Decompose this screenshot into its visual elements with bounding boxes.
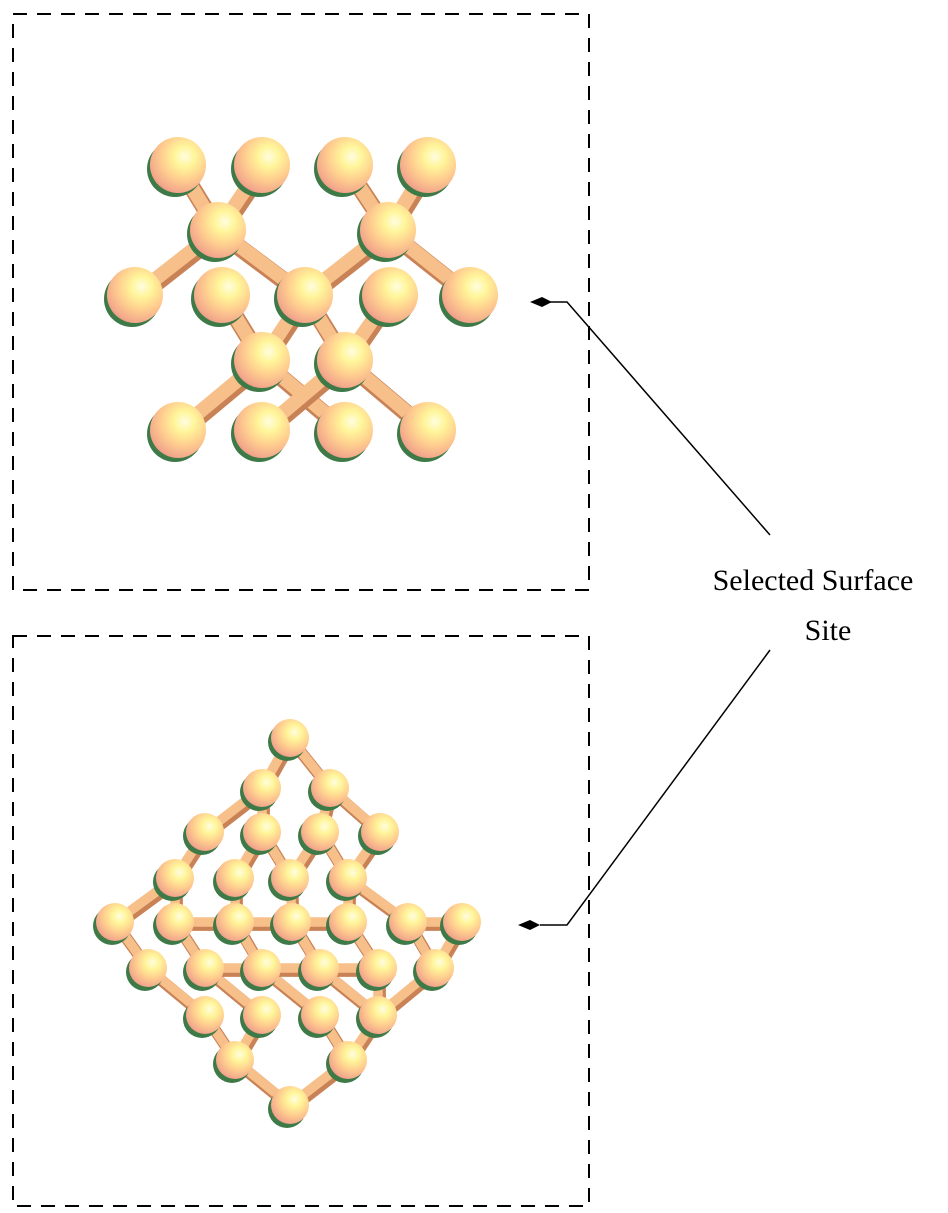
atom	[359, 996, 397, 1034]
arrowhead-top	[530, 297, 552, 307]
atom	[359, 949, 397, 987]
top-panel-frame	[12, 13, 590, 591]
atom	[156, 903, 194, 941]
leader-line-top	[540, 301, 771, 536]
atom	[443, 903, 481, 941]
atom	[442, 267, 498, 323]
atom	[216, 1041, 254, 1079]
atom	[216, 859, 254, 897]
atom	[234, 137, 290, 193]
atom	[186, 949, 224, 987]
atom	[271, 859, 309, 897]
atom	[243, 949, 281, 987]
atom	[362, 267, 418, 323]
atom	[360, 202, 416, 258]
atom	[107, 267, 163, 323]
atom	[243, 996, 281, 1034]
atom	[389, 903, 427, 941]
atom	[186, 996, 224, 1034]
atom	[329, 1041, 367, 1079]
atom	[96, 903, 134, 941]
atom	[277, 267, 333, 323]
atom	[271, 719, 309, 757]
atom	[150, 137, 206, 193]
selected-site-label-line2: Site	[805, 614, 852, 647]
atom	[361, 813, 399, 851]
atom	[329, 859, 367, 897]
atom	[129, 949, 167, 987]
atom	[416, 949, 454, 987]
atom	[216, 903, 254, 941]
atom	[317, 332, 373, 388]
atom	[156, 859, 194, 897]
bottom-crystal-structure	[93, 719, 481, 1128]
atom	[150, 402, 206, 458]
atom	[194, 267, 250, 323]
atom	[243, 769, 281, 807]
atom	[301, 813, 339, 851]
atom	[400, 402, 456, 458]
atom	[329, 903, 367, 941]
atom	[273, 903, 311, 941]
leader-line-bottom	[540, 649, 771, 926]
atom	[301, 949, 339, 987]
atom	[271, 1086, 309, 1124]
arrowhead-bottom	[518, 920, 540, 930]
atom	[186, 813, 224, 851]
atom	[243, 813, 281, 851]
atom	[317, 137, 373, 193]
top-crystal-structure	[104, 137, 498, 462]
atom	[234, 332, 290, 388]
atom	[301, 996, 339, 1034]
atom	[190, 202, 246, 258]
atom	[311, 769, 349, 807]
bottom-panel-frame	[12, 635, 590, 1207]
atom	[400, 137, 456, 193]
atom	[234, 402, 290, 458]
selected-site-label-line1: Selected Surface	[713, 564, 914, 597]
atom	[317, 402, 373, 458]
